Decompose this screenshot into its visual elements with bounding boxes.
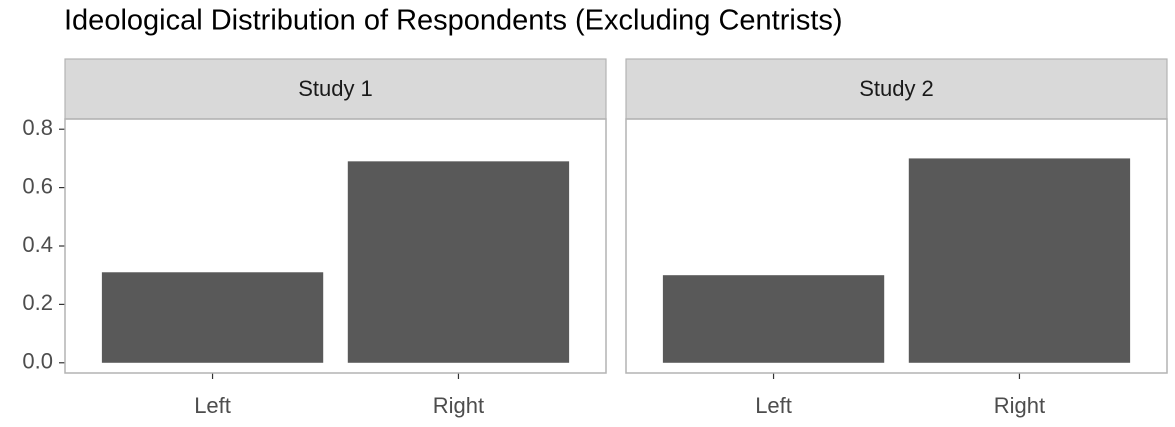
bar — [662, 275, 885, 363]
y-tick-label: 0.2 — [22, 290, 53, 315]
y-tick-label: 0.6 — [22, 173, 53, 198]
panel-border — [64, 118, 607, 374]
facet-label: Study 1 — [298, 76, 373, 101]
y-tick-label: 0.8 — [22, 115, 53, 140]
bar — [101, 272, 324, 363]
y-tick-label: 0.0 — [22, 349, 53, 374]
bar — [908, 158, 1131, 363]
x-tick-label: Left — [755, 393, 792, 418]
bar — [347, 161, 570, 363]
facet-strip — [64, 58, 607, 120]
panel-border — [625, 118, 1168, 374]
facet-strip — [625, 58, 1168, 120]
x-tick-label: Right — [433, 393, 484, 418]
x-tick-label: Left — [194, 393, 231, 418]
chart-title: Ideological Distribution of Respondents … — [64, 5, 843, 37]
y-tick-label: 0.4 — [22, 232, 53, 257]
x-tick-label: Right — [994, 393, 1045, 418]
facet-label: Study 2 — [859, 76, 934, 101]
